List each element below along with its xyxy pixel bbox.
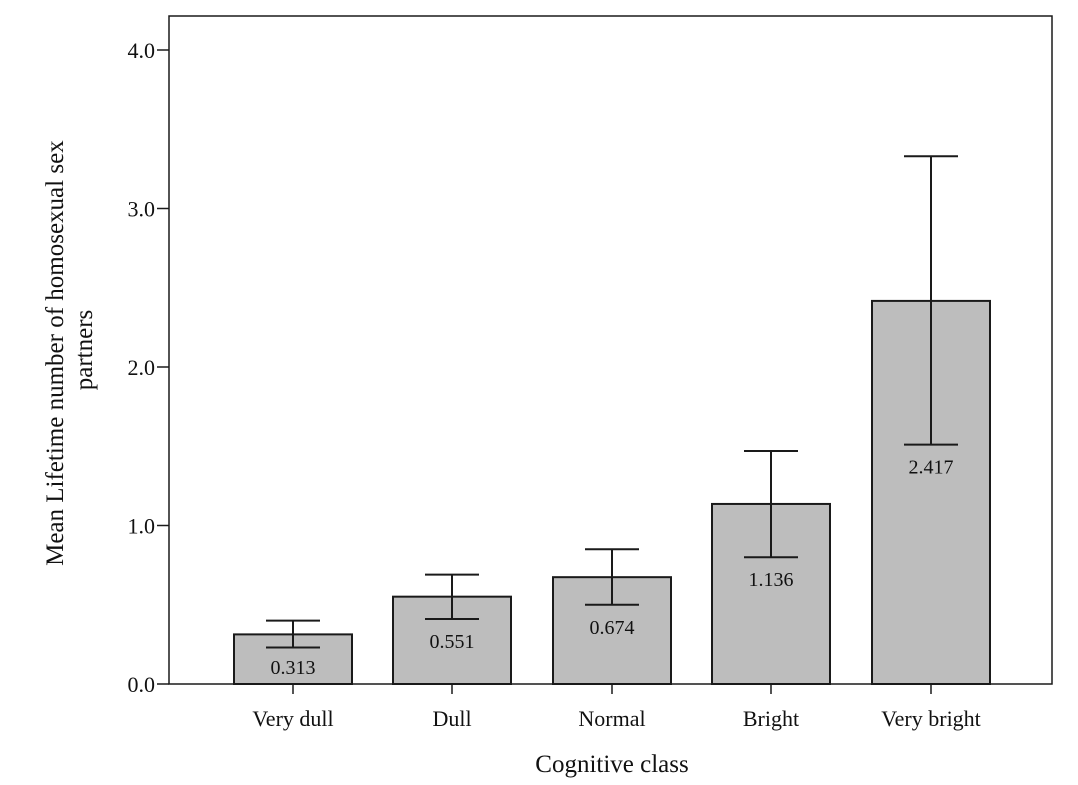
y-axis-title-line-2: partners xyxy=(71,310,98,391)
x-tick-label-2: Normal xyxy=(578,706,645,731)
y-axis-title: Mean Lifetime number of homosexual sex p… xyxy=(42,134,98,566)
y-tick-label-3: 3.0 xyxy=(128,197,156,222)
error-bars xyxy=(266,155,958,649)
y-tick-label-4: 4.0 xyxy=(128,38,156,63)
y-axis-title-line-1: Mean Lifetime number of homosexual sex xyxy=(42,140,69,566)
data-labels: 0.313 0.551 0.674 1.136 2.417 xyxy=(271,457,954,679)
bars xyxy=(233,299,991,686)
x-axis-title: Cognitive class xyxy=(535,751,688,778)
data-label-2: 0.674 xyxy=(590,617,635,639)
x-tick-label-0: Very dull xyxy=(252,706,333,731)
data-label-3: 1.136 xyxy=(749,569,794,591)
y-tick-label-2: 2.0 xyxy=(128,355,156,380)
y-tick-label-0: 0.0 xyxy=(128,672,156,697)
y-tick-label-1: 1.0 xyxy=(128,514,156,539)
x-axis: Very dull Dull Normal Bright Very bright xyxy=(252,684,981,731)
x-tick-label-1: Dull xyxy=(432,706,471,731)
data-label-0: 0.313 xyxy=(271,657,316,679)
data-label-1: 0.551 xyxy=(430,631,475,653)
y-axis: 0.0 1.0 2.0 3.0 4.0 xyxy=(128,38,169,697)
x-tick-label-3: Bright xyxy=(743,706,799,731)
data-label-4: 2.417 xyxy=(909,457,954,479)
x-tick-label-4: Very bright xyxy=(881,706,981,731)
